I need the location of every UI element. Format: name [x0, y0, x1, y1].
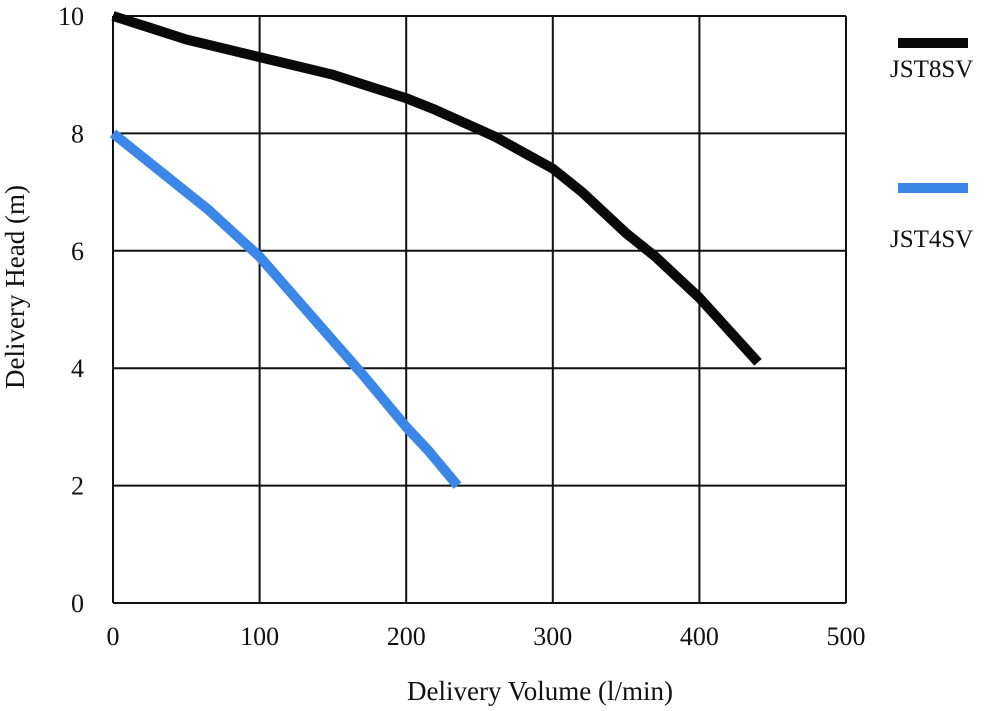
y-tick-label: 6 [71, 237, 84, 266]
x-tick-label: 100 [240, 622, 279, 651]
y-tick-label: 4 [71, 354, 84, 383]
series-lines [109, 11, 762, 489]
y-tick-label: 2 [71, 472, 84, 501]
series-line-jst4sv [109, 129, 462, 489]
tick-labels: 0 100 200 300 400 500 0 2 4 6 8 10 [58, 2, 866, 651]
y-axis-label: Delivery Head (m) [0, 185, 30, 389]
x-axis-label: Delivery Volume (l/min) [407, 676, 673, 706]
legend-label-jst4sv: JST4SV [890, 226, 973, 253]
y-tick-label: 8 [71, 119, 84, 148]
legend-label-jst8sv: JST8SV [890, 56, 973, 83]
legend: JST8SV JST4SV [890, 38, 973, 253]
x-tick-label: 400 [680, 622, 719, 651]
x-tick-label: 0 [107, 622, 120, 651]
x-tick-label: 300 [533, 622, 572, 651]
x-tick-label: 200 [387, 622, 426, 651]
grid [112, 15, 847, 604]
x-tick-label: 500 [827, 622, 866, 651]
series-line-jst8sv [111, 11, 762, 366]
y-tick-label: 0 [71, 589, 84, 618]
y-tick-label: 10 [58, 2, 84, 31]
